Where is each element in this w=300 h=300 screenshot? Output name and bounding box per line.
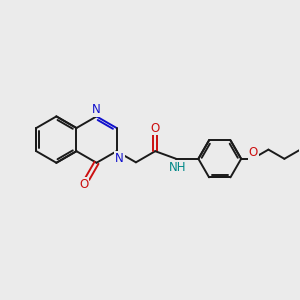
Text: O: O <box>79 178 88 190</box>
Text: O: O <box>151 122 160 134</box>
Text: O: O <box>248 146 258 159</box>
Text: NH: NH <box>169 160 186 174</box>
Text: N: N <box>92 103 101 116</box>
Text: N: N <box>115 152 124 165</box>
